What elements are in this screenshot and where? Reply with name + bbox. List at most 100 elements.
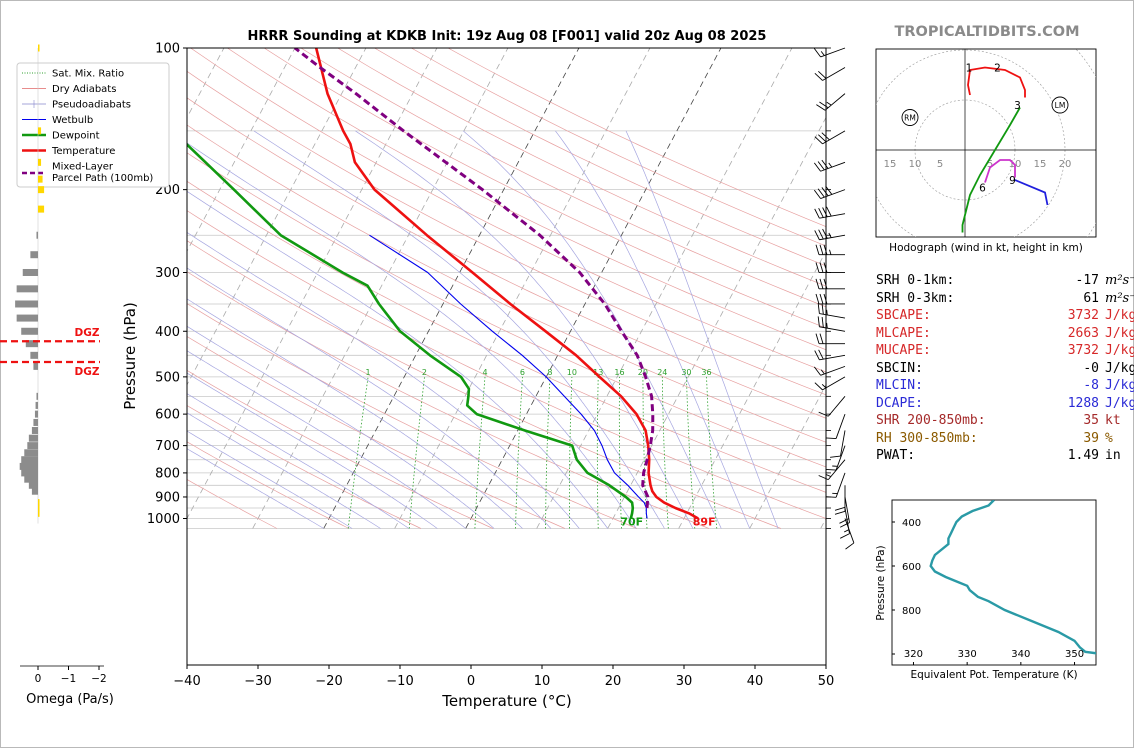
wind-barb [814,206,846,219]
wind-barb-flag [818,349,824,360]
mixing-ratio-label: 10 [567,368,577,377]
wind-barb-flag [823,262,828,273]
wind-barb-staff [819,234,846,241]
stat-row: SBCAPE: 3732 J/kg [876,307,1134,325]
wind-barb-flag [834,506,846,511]
wind-barb [815,244,845,256]
wind-barb-flag [821,317,824,328]
isotherm-line [323,48,580,529]
mixing-ratio-label: 2 [422,368,427,377]
hodograph-segment [984,159,1016,183]
wind-barb [815,333,845,345]
wind-barb-flag [813,162,821,172]
wind-barb-staff [827,396,846,417]
mixing-ratio-label: 13 [593,368,603,377]
omega-bar [27,442,38,450]
stat-row: MLCAPE: 2663 J/kg [876,325,1134,343]
surface-dewpoint-label: 70F [620,516,643,529]
hodograph-lm-marker [1051,96,1069,114]
omega-bar [31,426,38,434]
theta-e-x-tick-label: 340 [1011,649,1030,660]
hodograph-height-label: 1 [966,63,973,75]
stat-unit: J/kg [1105,360,1134,376]
stat-value: 1288 [1067,395,1099,411]
theta-e-line [929,500,1096,655]
wind-barb-staff [824,93,846,111]
wind-barb [813,159,846,172]
stat-row: SHR 200-850mb: 35 kt [876,412,1134,430]
wind-barb-staff [835,413,846,439]
theta-e-plot [929,500,1096,655]
wind-barb-staff [819,326,846,332]
wind-barb-flag [814,208,820,219]
skewt-axes-frame [186,47,827,666]
moist-adiabat [187,190,608,529]
wind-barb [834,485,846,515]
isotherm-line [678,250,826,529]
wind-barb-flag [815,262,820,273]
wind-barb-flag [817,161,825,171]
theta-e-y-tick-label: 600 [902,562,921,573]
mixing-ratio-line [661,376,669,529]
omega-bar [33,418,38,426]
omega-bar [35,401,38,409]
hodograph-ring-label: 20 [1059,159,1072,170]
dry-adiabat [187,369,494,529]
hodograph-caption: Hodograph (wind in kt, height in km) [889,242,1083,254]
omega-bar [38,205,45,213]
wind-barb-flag [817,316,820,327]
mixing-ratio-label: 20 [638,368,648,377]
wind-barb-flag [825,185,833,195]
omega-bar [19,462,38,470]
wind-barb-flag [817,303,820,314]
wind-barb-flag [813,48,821,58]
wind-barb-flag [834,510,846,515]
moist-adiabat [187,372,438,529]
wind-barb-flag [815,244,820,255]
isotherm-line [536,48,793,529]
wind-barb [815,262,845,273]
wind-barb-flag [815,278,820,289]
mixing-ratio-label: 36 [701,368,711,377]
wind-barb-staff [822,130,846,145]
wind-barb-flag [813,189,821,199]
wind-barb-half-flag [826,309,828,316]
wind-barb-flag [814,72,823,81]
mixing-ratio-line [515,376,523,529]
stat-value: 39 [1083,430,1099,446]
stat-unit: J/kg [1105,378,1134,393]
wind-barb [825,472,846,498]
legend-label: Parcel Path (100mb) [52,173,153,184]
stat-unit: J/kg [1105,325,1134,341]
wind-barb-flag [830,455,841,458]
wind-barb-flag [821,303,824,315]
stat-label: SHR 200-850mb: [876,413,986,428]
wind-barb-flag [814,136,823,145]
omega-bar [30,251,38,259]
omega-axis-label: Omega (Pa/s) [26,692,114,707]
wind-barb [817,316,846,332]
stat-row: SBCIN: -0 J/kg [876,360,1134,378]
dgz-label: DGZ [75,366,100,378]
omega-bar [21,327,38,335]
wind-barb-staff [820,47,846,58]
stat-row: PWAT: 1.49 in [876,447,1134,465]
stat-unit: J/kg [1105,343,1134,358]
stat-row: SRH 0-1km: -17 m²s⁻² [876,272,1134,290]
wind-barb-flag [826,206,832,217]
stat-value: 2663 [1067,325,1099,341]
legend-label: Mixed-Layer [52,162,114,173]
dry-adiabat [264,48,826,329]
wind-barb-staff [820,189,846,199]
omega-bar [24,475,38,483]
hodograph-lm-label: LM [1055,101,1066,110]
wind-barb-staff [820,365,846,376]
theta-e-y-tick-label: 400 [902,518,921,529]
wind-barb-flag [825,437,837,440]
wind-barb-flag [822,207,828,218]
wind-barb [813,47,846,58]
wind-barb-flag [819,101,829,109]
y-tick-label: 400 [155,325,180,340]
omega-bar [34,410,38,418]
stat-label: SRH 0-3km: [876,290,955,306]
